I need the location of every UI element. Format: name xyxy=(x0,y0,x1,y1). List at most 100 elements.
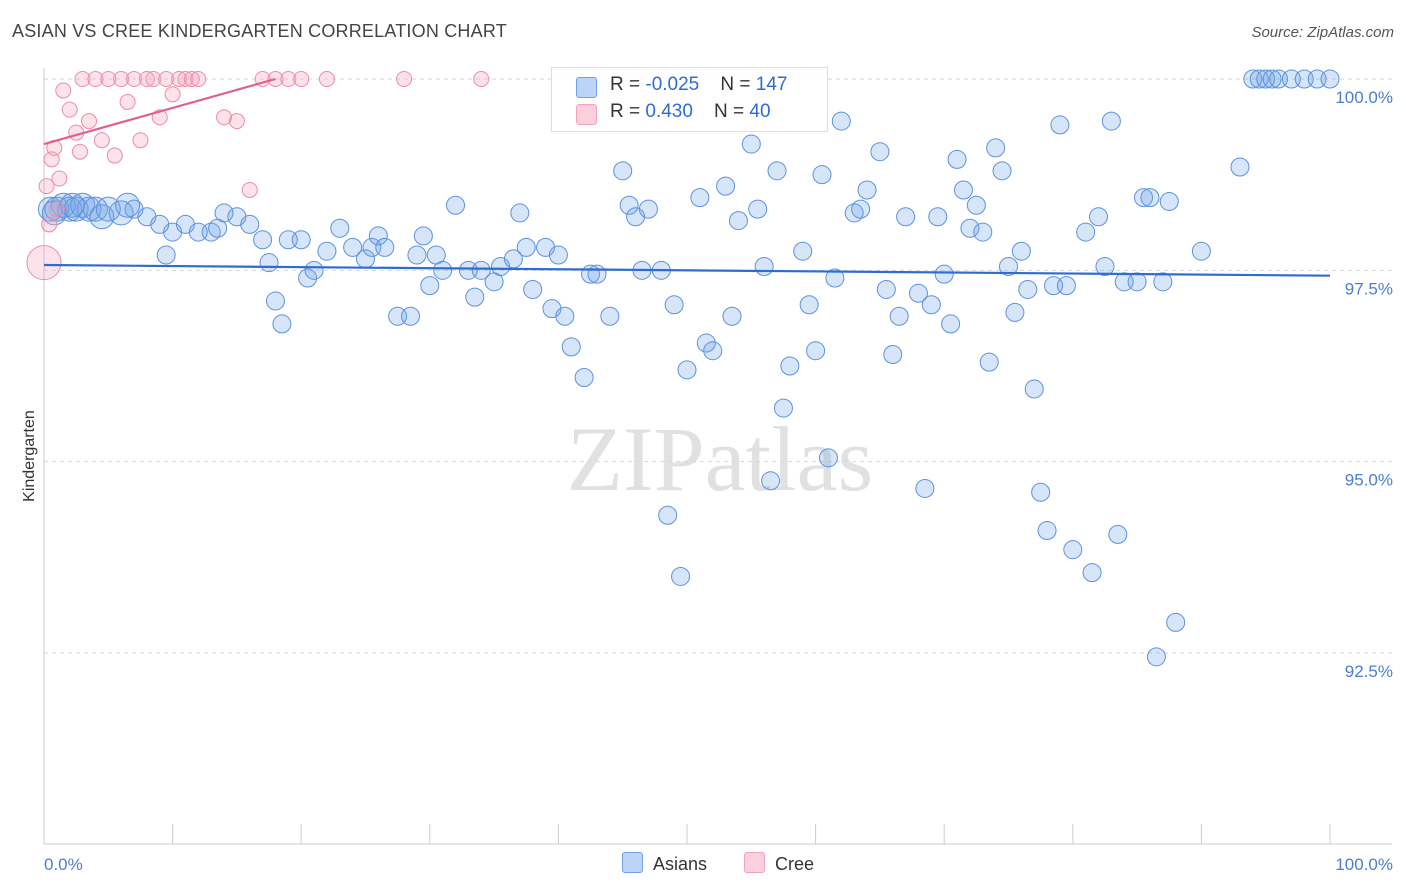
bottom-legend-asians: Asians xyxy=(622,852,707,875)
legend-text-asians: R = -0.025 N = 147 xyxy=(610,74,788,95)
asians-legend-swatch xyxy=(622,852,643,873)
asians-point xyxy=(561,337,581,357)
cree-point xyxy=(138,71,155,87)
asians-point xyxy=(76,196,102,222)
legend-text-cree: R = 0.430 N = 40 xyxy=(610,101,771,122)
asians-point xyxy=(979,352,999,372)
asians-point xyxy=(767,161,787,181)
asians-point xyxy=(298,268,318,288)
asians-point xyxy=(317,241,337,261)
label-layer: 100.0% 97.5% 95.0% 92.5% 0.0% 100.0% Kindergar… xyxy=(21,88,1393,874)
asians-point xyxy=(401,306,421,326)
asians-point xyxy=(446,195,466,215)
cree-point xyxy=(190,71,207,87)
asians-point xyxy=(883,345,903,365)
cree-point xyxy=(216,109,233,126)
asians-point xyxy=(1089,207,1109,227)
asians-point xyxy=(876,279,896,299)
stats-legend: R = -0.025 N = 147 R = 0.430 N = 40 xyxy=(551,67,828,132)
asians-point xyxy=(1191,241,1211,261)
asians-point xyxy=(108,200,134,226)
asians-point xyxy=(953,180,973,200)
cree-point xyxy=(126,71,143,87)
asians-point xyxy=(703,341,723,361)
asians-point xyxy=(696,333,716,353)
cree-point xyxy=(87,71,104,87)
x-tick-label-max: 100.0% xyxy=(1335,855,1393,874)
asians-point xyxy=(1140,188,1160,208)
asians-point xyxy=(1056,276,1076,296)
asians-point xyxy=(754,257,774,277)
cree-point xyxy=(100,71,117,87)
asians-point xyxy=(908,283,928,303)
asians-point xyxy=(240,214,260,234)
asians-point xyxy=(966,195,986,215)
asians-point xyxy=(992,161,1012,181)
legend-row-asians: R = -0.025 N = 147 xyxy=(576,74,787,100)
asians-point xyxy=(375,237,395,257)
y-tick-label: 100.0% xyxy=(1335,88,1393,107)
asians-point xyxy=(465,287,485,307)
y-tick-label: 95.0% xyxy=(1345,471,1393,490)
asians-point xyxy=(896,207,916,227)
asians-point xyxy=(574,367,594,387)
cree-point xyxy=(72,143,89,160)
asians-point xyxy=(748,199,768,219)
asians-point xyxy=(921,295,941,315)
asians-point xyxy=(825,268,845,288)
asians-point xyxy=(806,341,826,361)
cree-point xyxy=(55,82,72,99)
asians-point xyxy=(960,218,980,238)
asians-point xyxy=(851,199,871,219)
asians-point xyxy=(115,192,141,218)
asians-point xyxy=(638,199,658,219)
cree-point xyxy=(113,71,130,87)
asians-point xyxy=(1146,647,1166,667)
point-layer xyxy=(26,69,1340,667)
asians-point xyxy=(934,264,954,284)
watermark: ZIPatlas xyxy=(567,408,874,510)
asians-point xyxy=(368,226,388,246)
asians-point xyxy=(1031,482,1051,502)
grid-layer xyxy=(44,78,1392,654)
asians-point xyxy=(728,211,748,231)
cree-trend-line xyxy=(43,77,276,146)
asians-point xyxy=(555,306,575,326)
cree-point xyxy=(318,71,335,87)
legend-row-cree: R = 0.430 N = 40 xyxy=(576,101,771,127)
asians-point xyxy=(156,245,176,265)
asians-point xyxy=(1127,272,1147,292)
asians-point xyxy=(1050,115,1070,135)
asians-point xyxy=(587,264,607,284)
asians-point xyxy=(973,222,993,242)
cree-point xyxy=(51,170,68,187)
asians-point xyxy=(1011,241,1031,261)
asians-point xyxy=(272,314,292,334)
asians-point xyxy=(870,142,890,162)
asians-point xyxy=(658,505,678,525)
cree-point xyxy=(106,147,123,164)
asians-point xyxy=(619,195,639,215)
asians-point xyxy=(330,218,350,238)
y-axis-label: Kindergarten xyxy=(21,410,38,502)
cree-point xyxy=(228,113,245,130)
asians-point xyxy=(941,314,961,334)
asians-point xyxy=(413,226,433,246)
asians-point xyxy=(999,257,1018,277)
asians-point xyxy=(915,478,935,498)
asians-point xyxy=(407,245,427,265)
asians-point xyxy=(214,203,234,223)
cree-point xyxy=(183,71,200,87)
asians-point xyxy=(548,245,568,265)
asians-point xyxy=(1101,111,1121,131)
asians-point xyxy=(1159,191,1179,211)
cree-legend-swatch xyxy=(744,852,765,873)
cree-legend-label: Cree xyxy=(775,854,815,874)
y-tick-label: 97.5% xyxy=(1345,279,1393,298)
asians-point xyxy=(343,237,363,257)
asians-point xyxy=(1108,524,1128,544)
asians-point xyxy=(265,291,285,311)
asians-point xyxy=(510,203,530,223)
asians-point xyxy=(1095,257,1115,277)
